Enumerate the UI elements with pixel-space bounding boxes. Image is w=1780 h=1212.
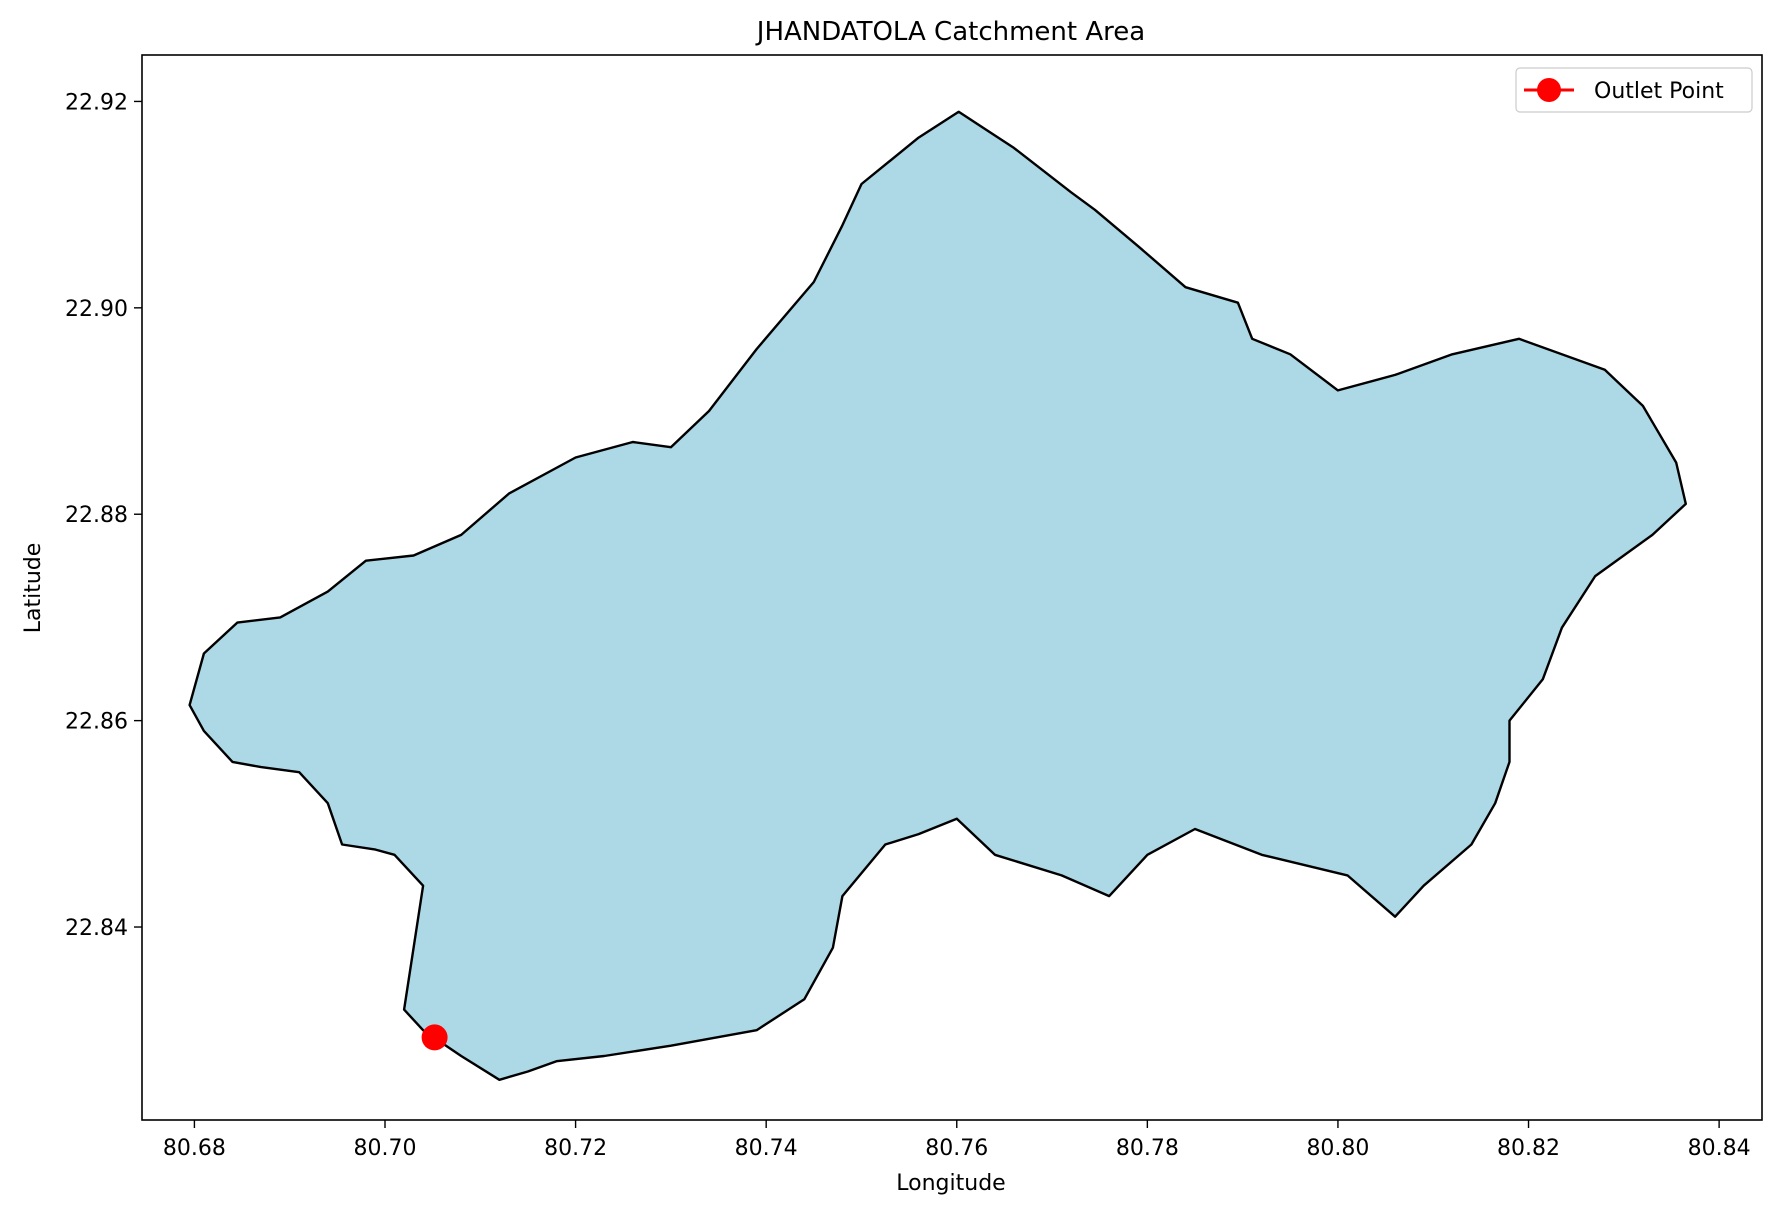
y-tick-label: 22.84 xyxy=(65,916,128,941)
legend: Outlet Point xyxy=(1515,67,1753,113)
x-tick-label: 80.74 xyxy=(735,1136,798,1161)
axes-frame xyxy=(141,54,1763,1121)
outlet-point-marker[interactable] xyxy=(421,1024,448,1051)
y-tick-label: 22.90 xyxy=(65,297,128,322)
x-tick-label: 80.68 xyxy=(163,1136,226,1161)
x-tick-label: 80.72 xyxy=(544,1136,607,1161)
legend-box xyxy=(1515,67,1753,113)
legend-entry-outlet-point: Outlet Point xyxy=(1594,79,1724,104)
x-tick-label: 80.76 xyxy=(925,1136,988,1161)
x-axis-label: Longitude xyxy=(896,1171,1005,1196)
catchment-area-polygon[interactable] xyxy=(188,110,1688,1082)
chart-title: JHANDATOLA Catchment Area xyxy=(755,17,1145,47)
x-tick-label: 80.80 xyxy=(1306,1136,1369,1161)
y-tick-label: 22.86 xyxy=(65,710,128,735)
y-axis: 22.84 22.86 22.88 22.90 22.92 xyxy=(65,90,142,941)
plot-area xyxy=(188,110,1688,1082)
x-tick-label: 80.82 xyxy=(1497,1136,1560,1161)
x-axis: 80.68 80.70 80.72 80.74 80.76 80.78 80.80 80.82… xyxy=(163,1120,1751,1161)
x-tick-label: 80.70 xyxy=(354,1136,417,1161)
x-tick-label: 80.84 xyxy=(1688,1136,1751,1161)
y-tick-label: 22.92 xyxy=(65,90,128,115)
y-axis-label: Latitude xyxy=(21,543,46,634)
x-tick-label: 80.78 xyxy=(1116,1136,1179,1161)
legend-marker-icon xyxy=(1537,78,1561,102)
y-tick-label: 22.88 xyxy=(65,503,128,528)
